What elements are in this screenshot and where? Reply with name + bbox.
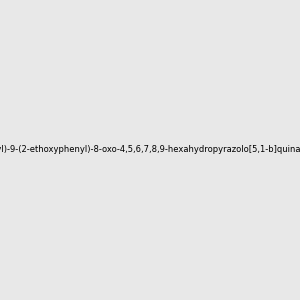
Text: N-(3,4-dimethylphenyl)-9-(2-ethoxyphenyl)-8-oxo-4,5,6,7,8,9-hexahydropyrazolo[5,: N-(3,4-dimethylphenyl)-9-(2-ethoxyphenyl…	[0, 146, 300, 154]
